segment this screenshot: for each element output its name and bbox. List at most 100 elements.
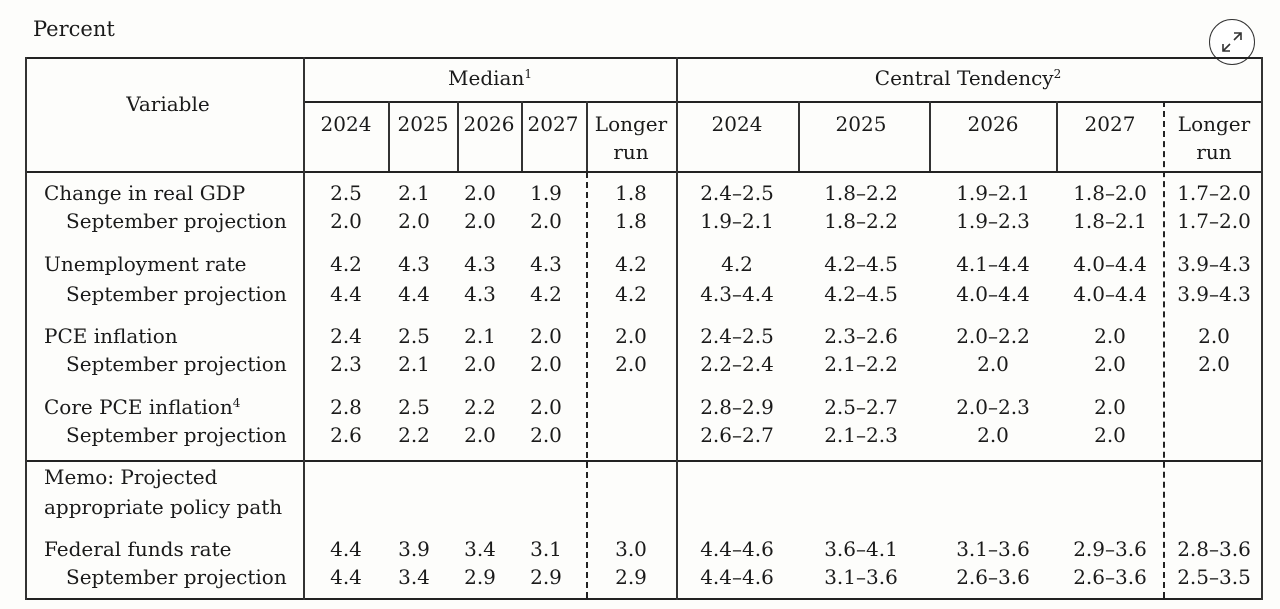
median-value: 4.2 — [330, 252, 362, 276]
median-longer-run-header: Longer run — [594, 112, 668, 164]
ct-longer-run-value: 3.9–4.3 — [1177, 282, 1251, 306]
ct-year-divider — [798, 101, 800, 171]
row-sublabel: September projection — [66, 282, 287, 306]
median-longer-run-value: 2.0 — [615, 324, 647, 348]
row-label: Unemployment rate — [44, 252, 247, 276]
median-longer-run-value: 1.8 — [615, 209, 647, 233]
median-value: 4.3 — [464, 282, 496, 306]
ct-value: 2.8–2.9 — [700, 395, 774, 419]
median-year-divider — [388, 101, 390, 171]
table-right-border — [1261, 57, 1263, 600]
row-label: Change in real GDP — [44, 181, 246, 205]
ct-value: 1.8–2.1 — [1073, 209, 1147, 233]
ct-longer-run-value: 2.0 — [1198, 324, 1230, 348]
median-value: 2.1 — [398, 352, 430, 376]
median-value: 2.5 — [398, 395, 430, 419]
ct-value: 2.9–3.6 — [1073, 537, 1147, 561]
median-year-header: 2025 — [397, 112, 449, 136]
memo-label-line2: appropriate policy path — [44, 495, 283, 519]
row-label: Federal funds rate — [44, 537, 232, 561]
median-value: 4.4 — [330, 537, 362, 561]
ct-longer-run-value: 2.0 — [1198, 352, 1230, 376]
top-rule — [25, 57, 1262, 59]
ct-value: 2.0–2.2 — [956, 324, 1030, 348]
ct-value: 2.6–3.6 — [956, 565, 1030, 589]
median-value: 2.3 — [330, 352, 362, 376]
ct-value: 2.4–2.5 — [700, 324, 774, 348]
median-value: 2.0 — [464, 181, 496, 205]
ct-longer-run-header: Longer run — [1177, 112, 1251, 164]
row-label: PCE inflation — [44, 324, 178, 348]
longer-run-dashed-divider — [1163, 101, 1165, 598]
median-longer-run-value: 4.2 — [615, 252, 647, 276]
variable-column-border — [303, 57, 305, 600]
median-value: 2.0 — [464, 423, 496, 447]
median-value: 2.0 — [530, 423, 562, 447]
table-left-border — [25, 57, 27, 600]
median-value: 2.2 — [464, 395, 496, 419]
ct-value: 3.1–3.6 — [956, 537, 1030, 561]
median-year-header: 2027 — [527, 112, 579, 136]
median-value: 2.0 — [464, 209, 496, 233]
ct-value: 1.8–2.2 — [824, 181, 898, 205]
median-value: 2.6 — [330, 423, 362, 447]
ct-value: 2.0 — [1094, 352, 1126, 376]
ct-value: 1.9–2.1 — [956, 181, 1030, 205]
ct-longer-run-value: 2.5–3.5 — [1177, 565, 1251, 589]
ct-value: 1.9–2.3 — [956, 209, 1030, 233]
median-value: 3.4 — [398, 565, 430, 589]
ct-value: 4.3–4.4 — [700, 282, 774, 306]
median-value: 4.4 — [330, 565, 362, 589]
row-sublabel: September projection — [66, 209, 287, 233]
median-value: 4.4 — [330, 282, 362, 306]
row-sublabel: September projection — [66, 565, 287, 589]
median-value: 2.0 — [530, 395, 562, 419]
median-year-divider — [457, 101, 459, 171]
central-tendency-header: Central Tendency2 — [874, 66, 1062, 90]
median-value: 2.0 — [530, 324, 562, 348]
row-footnote: 4 — [232, 396, 241, 410]
median-value: 3.4 — [464, 537, 496, 561]
median-year-header: 2024 — [320, 112, 372, 136]
ct-value: 2.0 — [1094, 423, 1126, 447]
row-sublabel: September projection — [66, 423, 287, 447]
median-value: 2.4 — [330, 324, 362, 348]
ct-value: 3.6–4.1 — [824, 537, 898, 561]
header-bottom-rule — [25, 171, 1262, 173]
sub-header-rule — [303, 101, 1262, 103]
ct-value: 3.1–3.6 — [824, 565, 898, 589]
row-sublabel: September projection — [66, 352, 287, 376]
median-longer-run-value: 1.8 — [615, 181, 647, 205]
ct-value: 2.6–2.7 — [700, 423, 774, 447]
median-longer-run-value: 3.0 — [615, 537, 647, 561]
variable-header: Variable — [126, 92, 210, 116]
median-year-header: 2026 — [463, 112, 515, 136]
median-value: 4.3 — [464, 252, 496, 276]
memo-rule — [25, 460, 1262, 462]
median-value: 1.9 — [530, 181, 562, 205]
median-value: 4.3 — [530, 252, 562, 276]
median-value: 2.8 — [330, 395, 362, 419]
ct-value: 4.0–4.4 — [956, 282, 1030, 306]
ct-value: 2.0–2.3 — [956, 395, 1030, 419]
ct-longer-run-value: 1.7–2.0 — [1177, 209, 1251, 233]
ct-value: 4.0–4.4 — [1073, 282, 1147, 306]
ct-value: 4.1–4.4 — [956, 252, 1030, 276]
ct-value: 2.6–3.6 — [1073, 565, 1147, 589]
ct-year-header: 2025 — [835, 112, 887, 136]
ct-value: 4.4–4.6 — [700, 537, 774, 561]
ct-year-header: 2026 — [967, 112, 1019, 136]
ct-value: 2.3–2.6 — [824, 324, 898, 348]
ct-value: 2.5–2.7 — [824, 395, 898, 419]
median-longer-run-value: 2.9 — [615, 565, 647, 589]
memo-label-line1: Memo: Projected — [44, 465, 218, 489]
median-value: 2.0 — [464, 352, 496, 376]
median-header: Median1 — [448, 66, 532, 90]
median-value: 2.5 — [330, 181, 362, 205]
ct-year-divider — [929, 101, 931, 171]
ct-value: 2.1–2.3 — [824, 423, 898, 447]
median-longer-run-value: 2.0 — [615, 352, 647, 376]
median-value: 2.0 — [330, 209, 362, 233]
ct-value: 1.8–2.0 — [1073, 181, 1147, 205]
